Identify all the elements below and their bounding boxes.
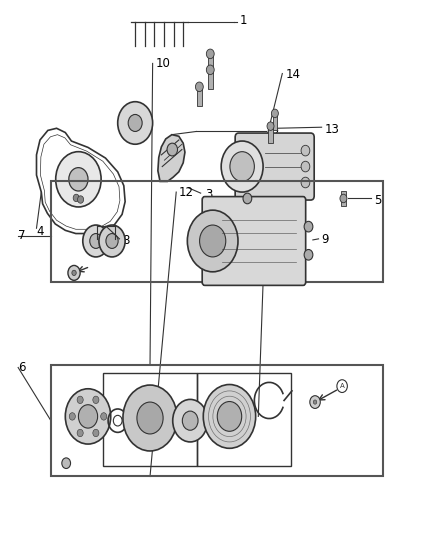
FancyBboxPatch shape bbox=[202, 197, 306, 285]
Bar bbox=[51, 181, 383, 282]
Circle shape bbox=[221, 141, 263, 192]
Circle shape bbox=[68, 265, 80, 280]
Circle shape bbox=[123, 385, 177, 451]
Circle shape bbox=[69, 413, 75, 420]
Text: 9: 9 bbox=[321, 233, 329, 246]
Circle shape bbox=[200, 225, 226, 257]
Text: 13: 13 bbox=[325, 123, 339, 136]
Circle shape bbox=[195, 82, 203, 92]
Circle shape bbox=[230, 152, 254, 181]
Circle shape bbox=[83, 225, 109, 257]
Circle shape bbox=[206, 49, 214, 59]
Circle shape bbox=[65, 389, 111, 444]
Text: 2: 2 bbox=[272, 127, 279, 140]
Circle shape bbox=[243, 193, 252, 204]
Circle shape bbox=[118, 102, 152, 144]
Text: 4: 4 bbox=[36, 225, 44, 238]
Text: 8: 8 bbox=[122, 235, 130, 247]
Circle shape bbox=[99, 225, 125, 257]
Circle shape bbox=[173, 399, 208, 442]
Circle shape bbox=[77, 429, 83, 437]
Text: 14: 14 bbox=[286, 68, 300, 80]
Circle shape bbox=[167, 143, 177, 156]
Circle shape bbox=[304, 221, 313, 232]
Bar bbox=[208, 54, 213, 73]
Circle shape bbox=[101, 413, 107, 420]
Circle shape bbox=[182, 411, 198, 430]
Circle shape bbox=[72, 270, 76, 276]
Circle shape bbox=[106, 233, 118, 248]
Circle shape bbox=[304, 249, 313, 260]
FancyBboxPatch shape bbox=[235, 133, 314, 200]
Circle shape bbox=[301, 161, 310, 172]
Circle shape bbox=[301, 177, 310, 188]
Circle shape bbox=[217, 401, 242, 431]
Bar bbox=[268, 126, 273, 143]
Bar bbox=[273, 114, 277, 131]
Circle shape bbox=[137, 402, 163, 434]
Circle shape bbox=[128, 115, 142, 132]
Text: 3: 3 bbox=[205, 188, 212, 201]
Circle shape bbox=[69, 167, 88, 191]
Circle shape bbox=[78, 405, 98, 428]
Circle shape bbox=[77, 396, 83, 403]
Circle shape bbox=[73, 194, 79, 201]
Circle shape bbox=[313, 400, 317, 404]
Text: 1: 1 bbox=[240, 14, 247, 27]
Circle shape bbox=[93, 429, 99, 437]
Text: 11: 11 bbox=[271, 143, 286, 156]
Text: 10: 10 bbox=[155, 57, 170, 70]
Circle shape bbox=[206, 65, 214, 75]
Circle shape bbox=[203, 384, 256, 448]
Text: 5: 5 bbox=[374, 193, 381, 207]
Circle shape bbox=[93, 396, 99, 403]
Circle shape bbox=[301, 146, 310, 156]
Bar bbox=[103, 373, 197, 466]
Text: A: A bbox=[340, 383, 345, 389]
Circle shape bbox=[340, 194, 347, 203]
Bar bbox=[51, 365, 383, 477]
Bar bbox=[341, 191, 346, 206]
Circle shape bbox=[310, 395, 320, 408]
Circle shape bbox=[187, 210, 238, 272]
Bar bbox=[197, 87, 202, 106]
Text: 6: 6 bbox=[18, 361, 26, 374]
Circle shape bbox=[78, 196, 84, 203]
Text: 12: 12 bbox=[179, 185, 194, 199]
Circle shape bbox=[267, 122, 274, 131]
Bar bbox=[208, 70, 213, 89]
Circle shape bbox=[62, 458, 71, 469]
Text: 7: 7 bbox=[18, 229, 26, 242]
Circle shape bbox=[56, 152, 101, 207]
Circle shape bbox=[90, 233, 102, 248]
Polygon shape bbox=[158, 135, 185, 181]
Bar bbox=[197, 373, 291, 466]
Circle shape bbox=[272, 109, 279, 118]
